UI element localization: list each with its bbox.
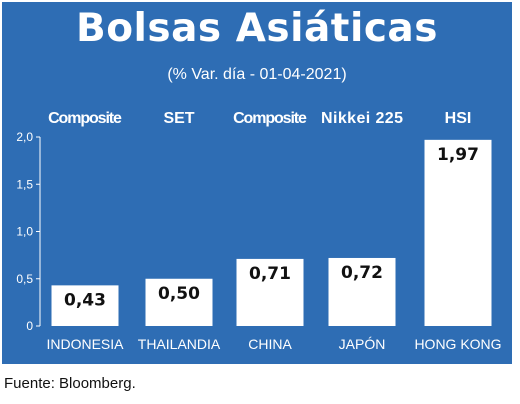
index-name-label: HSI	[445, 110, 472, 127]
bar-value-label: 0,72	[341, 263, 383, 283]
index-name-label: Composite	[233, 110, 307, 127]
category-label: JAPÓN	[339, 336, 386, 352]
category-label: HONG KONG	[414, 336, 501, 352]
source-note: Fuente: Bloomberg.	[4, 375, 136, 392]
chart-title: Bolsas Asiáticas	[76, 6, 438, 51]
index-name-label: Nikkei 225	[321, 110, 403, 127]
category-label: THAILANDIA	[138, 336, 221, 352]
bar	[424, 139, 492, 326]
bar-chart: 0 0,5 1,0 1,5 2,0 Composite SET Composite Nikkei…	[16, 110, 501, 352]
y-tick-label: 0,5	[16, 272, 33, 286]
y-tick-label: 1,0	[16, 225, 33, 239]
bar-value-label: 0,71	[249, 264, 291, 284]
index-name-label: SET	[163, 110, 194, 127]
y-tick-label: 2,0	[16, 130, 33, 144]
bar	[236, 258, 304, 326]
bar	[328, 257, 396, 326]
category-label: INDONESIA	[46, 336, 124, 352]
bar	[145, 278, 213, 326]
bar	[51, 285, 119, 326]
chart-subtitle: (% Var. día - 01-04-2021)	[167, 66, 347, 83]
bar-value-label: 1,97	[437, 145, 479, 165]
category-label: CHINA	[248, 336, 292, 352]
bar-value-label: 0,43	[64, 290, 106, 310]
index-name-label: Composite	[48, 110, 122, 127]
y-tick-label: 0	[26, 319, 33, 333]
y-tick-label: 1,5	[16, 177, 33, 191]
bar-value-label: 0,50	[158, 284, 200, 304]
